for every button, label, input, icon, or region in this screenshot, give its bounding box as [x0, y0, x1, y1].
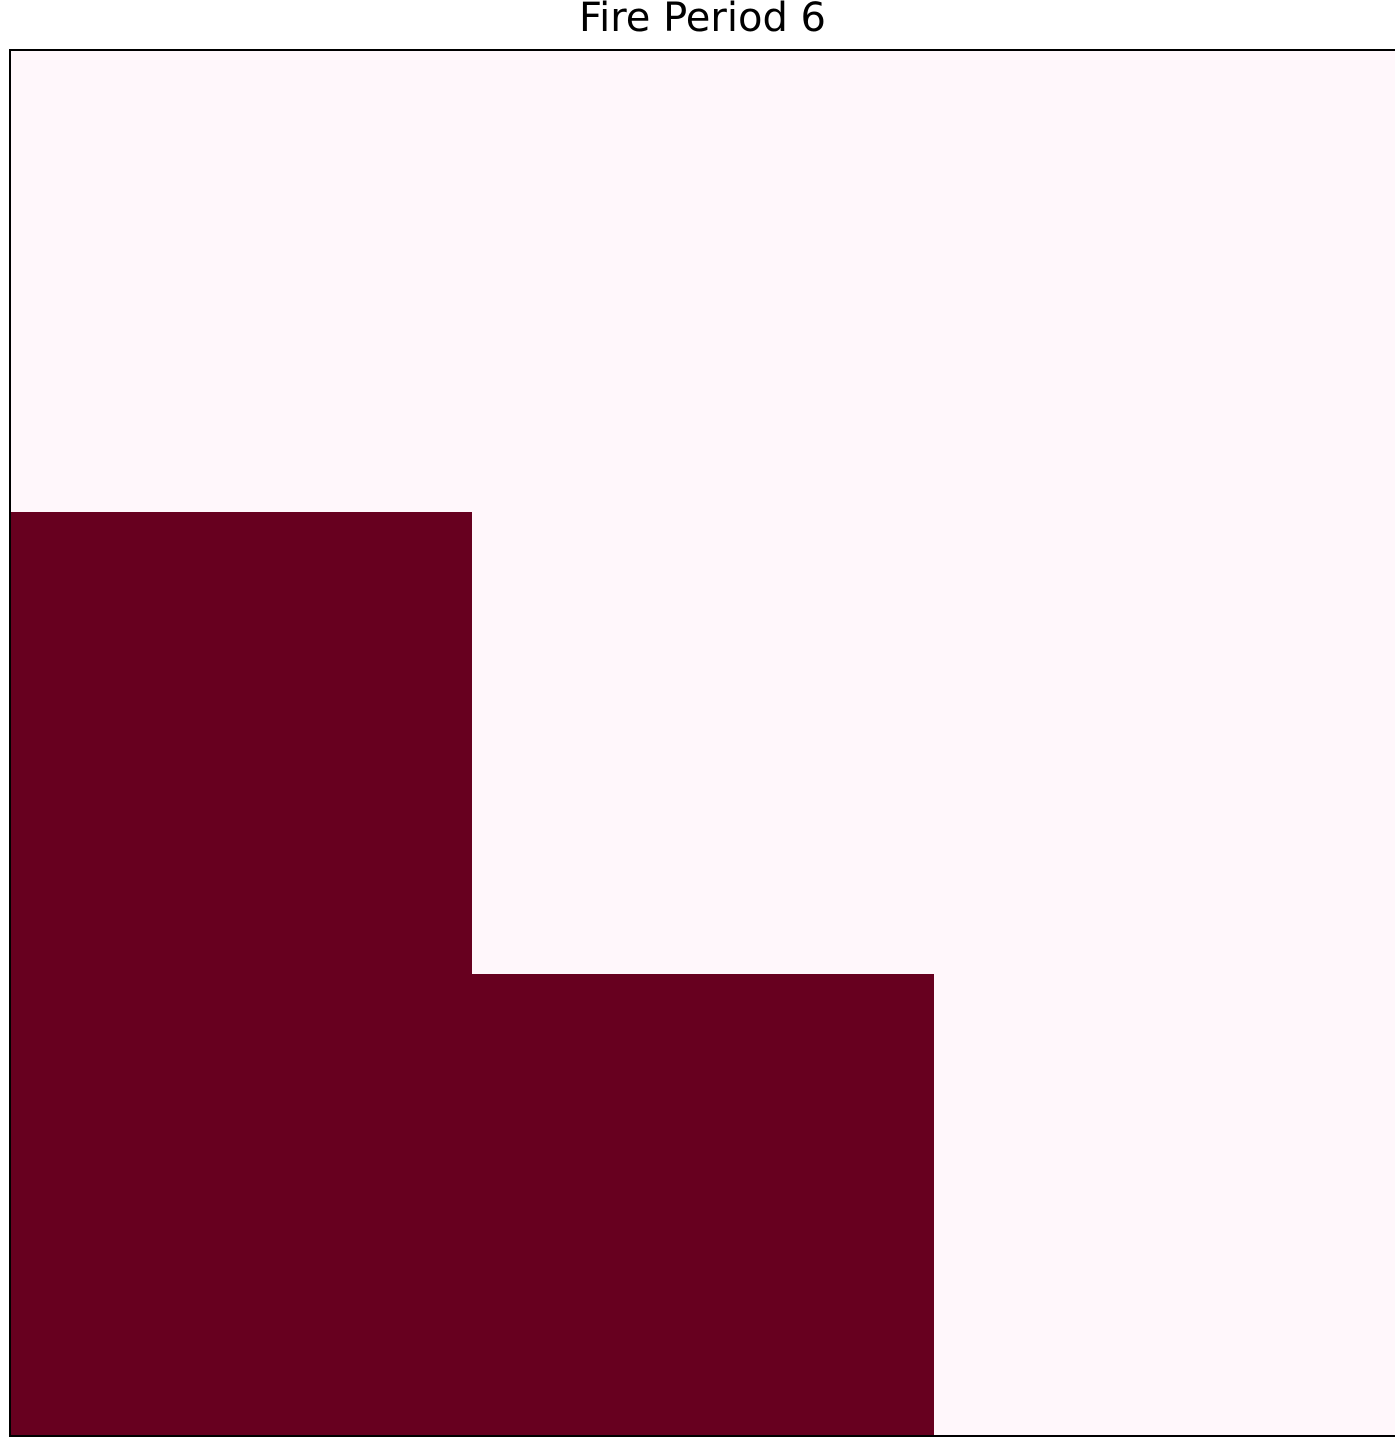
heatmap-cell-r0-c2: [934, 50, 1395, 513]
heatmap-cell-r2-c2: [934, 974, 1395, 1437]
heatmap-cell-r1-c2: [934, 512, 1395, 975]
chart-title: Fire Period 6: [579, 0, 826, 41]
heatmap-cell-r0-c1: [472, 50, 935, 513]
heatmap-cell-r0-c0: [10, 50, 473, 513]
heatmap-cell-r2-c0: [10, 974, 473, 1437]
plot-frame: [9, 49, 1395, 1437]
heatmap-cell-r1-c1: [472, 512, 935, 975]
heatmap-cells: [10, 50, 1395, 1437]
heatmap-cell-r1-c0: [10, 512, 473, 975]
heatmap-cell-r2-c1: [472, 974, 935, 1437]
